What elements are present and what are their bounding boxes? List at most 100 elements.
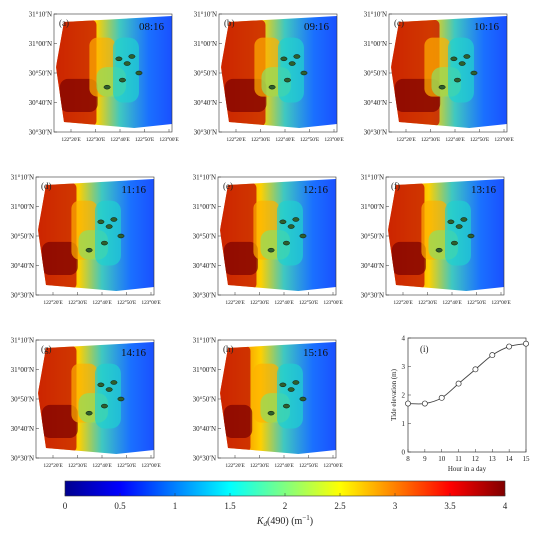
turbidity-patches <box>221 19 304 127</box>
island-shape <box>100 403 108 409</box>
lon-label: 122°50′E <box>467 299 487 306</box>
lat-label: 30°40′N <box>11 425 34 433</box>
lat-label: 31°00′N <box>11 366 34 374</box>
map-panel-5: (e) 12:16 31°10′N 31°00′N 30°50′N 30°40′N 30°3… <box>193 174 344 307</box>
panel-tag: (d) <box>41 181 52 191</box>
island-shape <box>267 247 275 253</box>
lat-label: 31°10′N <box>11 337 34 345</box>
lat-label: 30°30′N <box>29 129 52 137</box>
map-panel-2: (b) 09:16 31°10′N 31°00′N 30°50′N 30°40′N 30°3… <box>194 11 345 144</box>
tide-axes-frame <box>407 337 527 453</box>
kd-patch <box>277 363 303 429</box>
island-shape <box>97 219 105 225</box>
tide-point <box>489 352 496 359</box>
island-shape <box>100 240 108 246</box>
turbidity-patches <box>391 19 474 127</box>
colorbar-tick-label: 0.5 <box>114 501 126 511</box>
colorbar: 0 0.5 1 1.5 2 2.5 3 3.5 4 Kd(490) (m−1) <box>63 480 508 528</box>
lat-label: 30°30′N <box>364 129 387 137</box>
colorbar-tick-label: 4 <box>503 501 508 511</box>
kd-patch <box>41 404 78 438</box>
lon-label: 122°30′E <box>68 462 88 469</box>
lat-label: 31°00′N <box>364 40 387 48</box>
colorbar-label-exponent: −1 <box>302 514 310 522</box>
island-shape <box>282 403 290 409</box>
lon-label: 122°40′E <box>274 299 294 306</box>
island-shape <box>97 382 105 388</box>
tide-point <box>421 400 428 407</box>
island-shape <box>467 233 475 239</box>
lat-label: 31°10′N <box>29 11 52 19</box>
kd-patch <box>278 37 304 103</box>
lon-label: 122°50′E <box>300 136 320 143</box>
map-panels: (a) 08:16 31°10′N 31°00′N 30°50′N 30°40′N 30°3… <box>11 11 515 470</box>
lat-label: 30°50′N <box>194 70 217 78</box>
lon-label: 122°40′E <box>92 299 112 306</box>
island-shape <box>455 224 463 229</box>
lon-label: 123°00′E <box>323 462 343 469</box>
colorbar-tick-label: 3.5 <box>444 501 456 511</box>
colorbar-label-text: (490) (m <box>267 516 302 527</box>
panel-tag: (c) <box>394 18 404 28</box>
island-shape <box>463 54 471 59</box>
panel-tag: (f) <box>391 181 400 191</box>
island-shape <box>288 61 296 66</box>
lon-label: 123°00′E <box>141 299 161 306</box>
panel-tag: (h) <box>223 344 234 354</box>
island-shape <box>85 247 93 253</box>
lon-label: 122°40′E <box>110 136 130 143</box>
panel-tag: (b) <box>224 18 235 28</box>
lon-label: 122°40′E <box>442 299 462 306</box>
island-shape <box>300 70 308 76</box>
lat-label: 30°30′N <box>11 292 34 300</box>
lon-label: 122°30′E <box>418 299 438 306</box>
colorbar-label-subscript: d <box>264 520 268 528</box>
lat-label: 30°50′N <box>11 233 34 241</box>
lat-label: 30°50′N <box>29 70 52 78</box>
tide-point <box>405 400 411 407</box>
tide-panel-tag: (i) <box>420 344 429 354</box>
lon-label: 122°50′E <box>117 462 137 469</box>
x-tick-label: 13 <box>489 455 497 463</box>
colorbar-tick-label: 1.5 <box>224 501 236 511</box>
turbidity-patches <box>56 19 139 127</box>
lat-label: 31°00′N <box>29 40 52 48</box>
turbidity-patches <box>388 182 471 290</box>
island-shape <box>105 387 113 392</box>
lon-label: 122°20′E <box>396 136 416 143</box>
kd-patch <box>223 241 258 275</box>
y-tick-label: 4 <box>402 335 406 343</box>
lat-label: 31°10′N <box>193 174 216 182</box>
island-shape <box>458 61 466 66</box>
x-tick-label: 12 <box>472 455 480 463</box>
lat-label: 30°50′N <box>193 396 216 404</box>
lon-label: 122°40′E <box>445 136 465 143</box>
island-shape <box>435 247 443 253</box>
y-tick-label: 3 <box>402 363 406 371</box>
panel-tag: (g) <box>41 344 52 354</box>
island-shape <box>279 219 287 225</box>
kd-patch <box>277 200 303 266</box>
colorbar-label-close: ) <box>310 516 313 527</box>
panel-time: 12:16 <box>303 184 329 196</box>
tide-point <box>438 394 445 401</box>
lon-label: 122°20′E <box>225 462 245 469</box>
kd-patch <box>41 241 78 275</box>
map-panel-3: (c) 10:16 31°10′N 31°00′N 30°50′N 30°40′N 30°3… <box>364 11 515 144</box>
x-tick-label: 8 <box>406 455 410 463</box>
island-shape <box>293 54 301 59</box>
island-shape <box>110 217 118 222</box>
lon-label: 122°50′E <box>117 299 137 306</box>
lon-label: 122°20′E <box>226 136 246 143</box>
lat-label: 30°30′N <box>361 292 384 300</box>
turbidity-patches <box>38 345 121 453</box>
lat-label: 31°10′N <box>11 174 34 182</box>
lat-label: 31°00′N <box>193 203 216 211</box>
island-shape <box>115 56 123 62</box>
island-shape <box>287 387 295 392</box>
colorbar-tick-label: 0 <box>63 501 68 511</box>
tide-point <box>472 366 479 373</box>
lon-label: 123°00′E <box>324 136 344 143</box>
